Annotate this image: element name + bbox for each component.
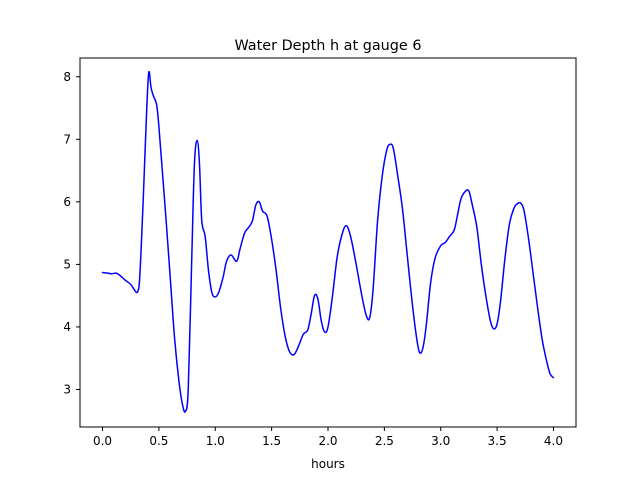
- x-tick-label: 0.5: [149, 434, 168, 448]
- x-tick-label: 1.0: [206, 434, 225, 448]
- y-tick-label: 5: [63, 257, 71, 271]
- x-tick-label: 3.0: [431, 434, 450, 448]
- x-tick-label: 3.5: [488, 434, 507, 448]
- y-tick-label: 8: [63, 70, 71, 84]
- x-tick-label: 2.5: [375, 434, 394, 448]
- y-tick-label: 4: [63, 320, 71, 334]
- x-axis-label: hours: [311, 457, 345, 471]
- plot-area: [101, 70, 555, 413]
- axes-frame: [79, 57, 577, 428]
- chart-title: Water Depth h at gauge 6: [234, 38, 421, 54]
- axis-ticks: 0.0 0.5 1.0 1.5 2.0 2.5 3.0 3.5 4.0 3 4 5 6 7 8: [63, 70, 563, 448]
- y-tick-label: 7: [63, 132, 71, 146]
- y-tick-label: 6: [63, 195, 71, 209]
- series-line: [101, 70, 555, 413]
- x-tick-label: 2.0: [318, 434, 337, 448]
- y-tick-label: 3: [63, 382, 71, 396]
- x-tick-label: 4.0: [544, 434, 563, 448]
- x-tick-label: 0.0: [93, 434, 112, 448]
- x-tick-label: 1.5: [262, 434, 281, 448]
